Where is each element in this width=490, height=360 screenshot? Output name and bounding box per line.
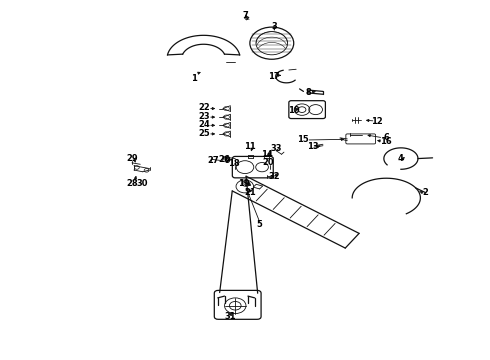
Text: 22: 22 <box>198 103 210 112</box>
Text: 20: 20 <box>263 158 274 167</box>
Text: 2: 2 <box>422 188 428 197</box>
Text: 5: 5 <box>257 220 263 229</box>
Text: 31: 31 <box>224 312 236 321</box>
Text: 1: 1 <box>191 74 197 83</box>
Text: 8: 8 <box>305 88 311 97</box>
Text: 12: 12 <box>370 117 382 126</box>
Text: 10: 10 <box>288 106 299 115</box>
Text: 33: 33 <box>270 144 282 153</box>
Text: 3: 3 <box>271 22 277 31</box>
Text: 15: 15 <box>296 135 308 144</box>
Text: 13: 13 <box>307 142 319 151</box>
Text: 16: 16 <box>380 137 392 146</box>
Text: 6: 6 <box>383 133 389 142</box>
Text: 9: 9 <box>225 156 231 165</box>
Text: 27: 27 <box>207 156 219 165</box>
Text: 4: 4 <box>398 154 404 163</box>
Text: 14: 14 <box>261 150 273 159</box>
Text: 32: 32 <box>269 172 280 181</box>
Text: 24: 24 <box>198 120 210 129</box>
Text: 26: 26 <box>219 155 230 164</box>
Text: 28: 28 <box>126 179 138 188</box>
Text: 7: 7 <box>242 11 248 20</box>
Text: 18: 18 <box>228 159 240 168</box>
Text: 21: 21 <box>244 188 256 197</box>
Text: 23: 23 <box>198 112 210 121</box>
Text: 25: 25 <box>198 129 210 138</box>
Text: 19: 19 <box>238 179 250 188</box>
Text: 29: 29 <box>126 154 138 163</box>
Text: 11: 11 <box>244 141 256 150</box>
Text: 17: 17 <box>269 72 280 81</box>
Text: 30: 30 <box>137 179 148 188</box>
